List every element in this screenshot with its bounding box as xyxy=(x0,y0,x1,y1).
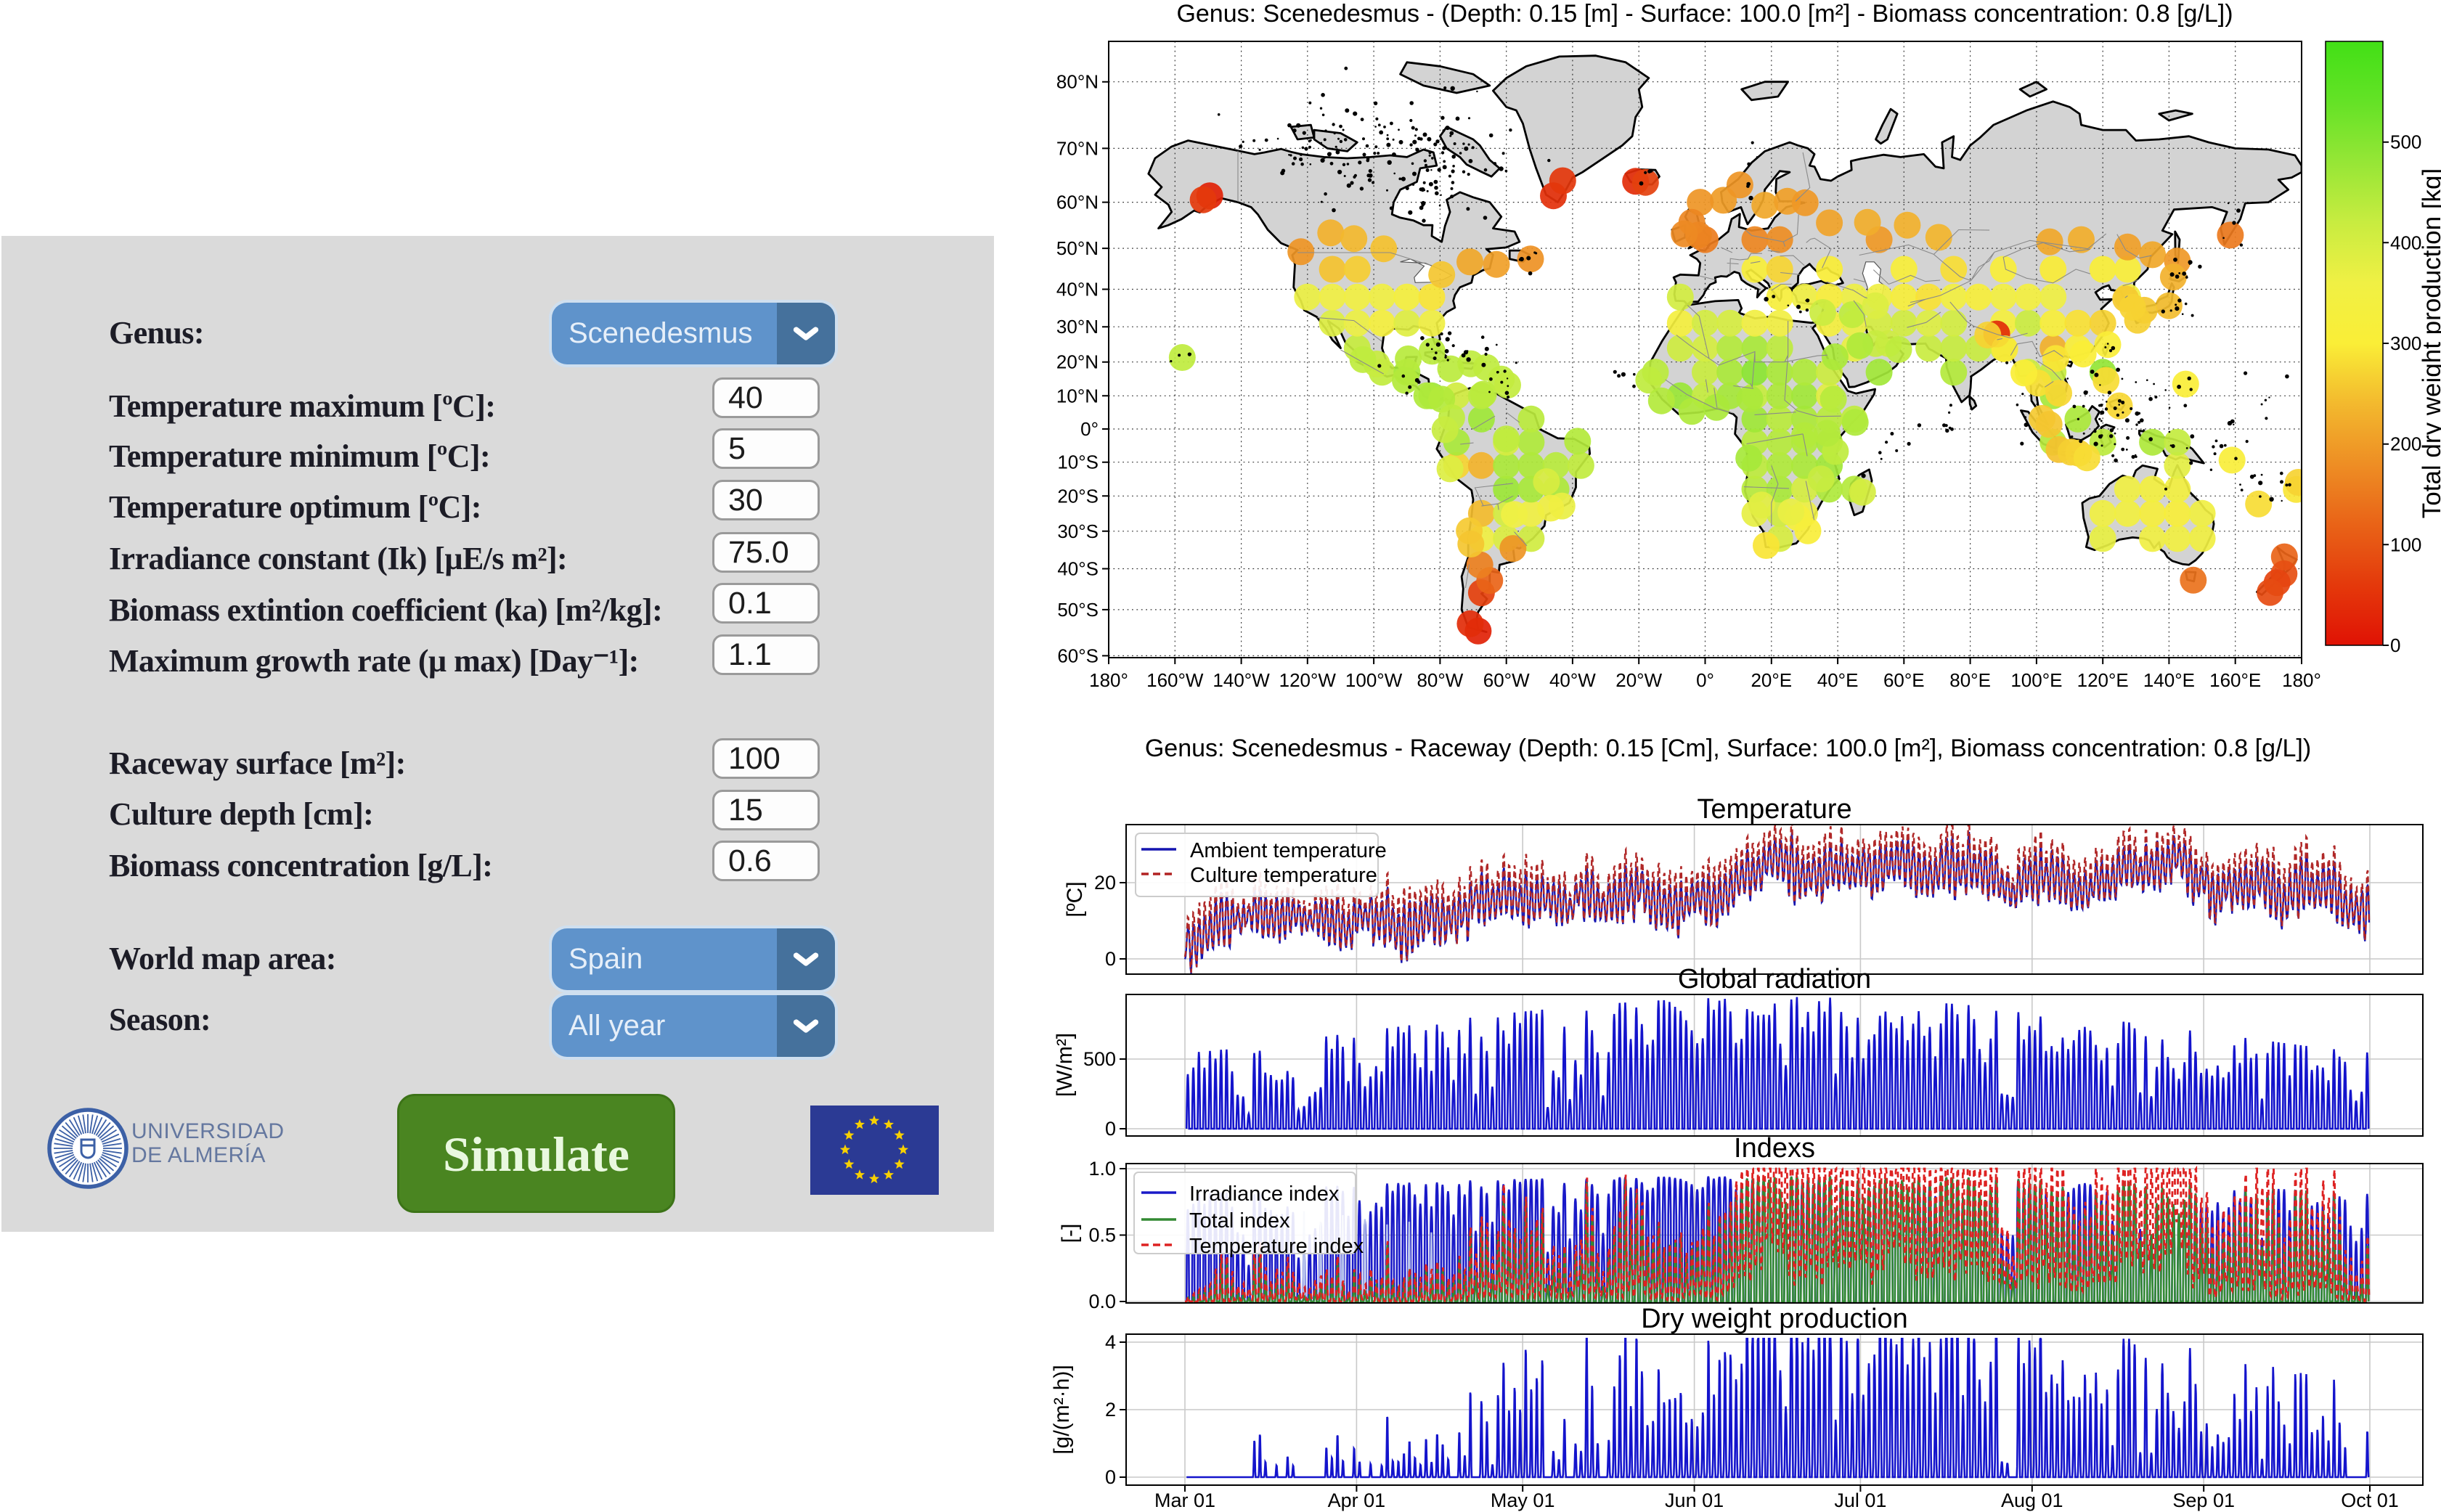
svg-text:10°S: 10°S xyxy=(1057,451,1099,473)
svg-text:[ºC]: [ºC] xyxy=(1063,881,1087,917)
svg-text:120°W: 120°W xyxy=(1279,669,1337,691)
svg-text:60°E: 60°E xyxy=(1883,669,1925,691)
svg-text:Genus: Scenedesmus - Raceway (: Genus: Scenedesmus - Raceway (Depth: 0.1… xyxy=(1145,735,2311,762)
svg-text:30°S: 30°S xyxy=(1057,520,1099,542)
svg-text:140°E: 140°E xyxy=(2143,669,2195,691)
svg-text:Irradiance index: Irradiance index xyxy=(1189,1182,1340,1206)
svg-text:60°N: 60°N xyxy=(1056,192,1099,213)
svg-text:0: 0 xyxy=(1105,948,1116,970)
svg-text:30°N: 30°N xyxy=(1056,316,1099,338)
svg-text:Temperature: Temperature xyxy=(1697,794,1851,825)
svg-text:160°W: 160°W xyxy=(1146,669,1204,691)
svg-text:300: 300 xyxy=(2390,332,2421,354)
svg-text:120°E: 120°E xyxy=(2077,669,2129,691)
svg-text:80°E: 80°E xyxy=(1949,669,1991,691)
svg-text:40°S: 40°S xyxy=(1057,558,1099,580)
svg-text:Jul 01: Jul 01 xyxy=(1834,1489,1886,1511)
svg-text:Aug 01: Aug 01 xyxy=(2001,1489,2063,1511)
svg-text:20: 20 xyxy=(1094,872,1116,894)
svg-text:100°W: 100°W xyxy=(1345,669,1403,691)
svg-text:500: 500 xyxy=(1083,1048,1116,1070)
svg-text:20°W: 20°W xyxy=(1615,669,1662,691)
svg-text:60°W: 60°W xyxy=(1483,669,1530,691)
svg-text:Total index: Total index xyxy=(1189,1209,1290,1233)
svg-text:0: 0 xyxy=(1105,1466,1116,1488)
svg-text:10°N: 10°N xyxy=(1056,385,1099,406)
svg-text:[g/(m²·h)]: [g/(m²·h)] xyxy=(1050,1365,1074,1454)
svg-text:2: 2 xyxy=(1105,1399,1116,1421)
svg-text:160°E: 160°E xyxy=(2209,669,2261,691)
svg-text:40°E: 40°E xyxy=(1817,669,1859,691)
svg-text:4: 4 xyxy=(1105,1331,1116,1353)
svg-text:[-]: [-] xyxy=(1058,1224,1082,1243)
svg-text:0°: 0° xyxy=(1696,669,1714,691)
svg-text:Ambient temperature: Ambient temperature xyxy=(1190,839,1387,862)
svg-text:100: 100 xyxy=(2390,534,2421,555)
svg-text:May 01: May 01 xyxy=(1491,1489,1555,1511)
svg-text:1.0: 1.0 xyxy=(1088,1158,1116,1180)
svg-text:400: 400 xyxy=(2390,232,2421,253)
svg-text:Total dry weight production [k: Total dry weight production [kg] xyxy=(2418,168,2441,518)
svg-text:20°N: 20°N xyxy=(1056,351,1099,373)
svg-text:Dry weight production: Dry weight production xyxy=(1641,1304,1908,1334)
svg-text:40°N: 40°N xyxy=(1056,279,1099,301)
svg-text:200: 200 xyxy=(2390,433,2421,455)
svg-text:Culture temperature: Culture temperature xyxy=(1190,864,1377,887)
svg-text:60°S: 60°S xyxy=(1057,645,1099,666)
svg-text:[W/m²]: [W/m²] xyxy=(1053,1033,1077,1097)
svg-text:Apr 01: Apr 01 xyxy=(1328,1489,1386,1511)
svg-text:Indexs: Indexs xyxy=(1734,1133,1815,1164)
svg-text:Genus: Scenedesmus - (Depth: 0: Genus: Scenedesmus - (Depth: 0.15 [m] - … xyxy=(1176,0,2233,28)
svg-text:500: 500 xyxy=(2390,131,2421,153)
svg-text:40°W: 40°W xyxy=(1549,669,1596,691)
svg-text:Sep 01: Sep 01 xyxy=(2172,1489,2235,1511)
svg-text:Jun 01: Jun 01 xyxy=(1665,1489,1724,1511)
svg-text:100°E: 100°E xyxy=(2010,669,2062,691)
svg-text:140°W: 140°W xyxy=(1213,669,1270,691)
svg-text:Temperature index: Temperature index xyxy=(1189,1235,1364,1258)
svg-text:20°S: 20°S xyxy=(1057,485,1099,507)
svg-text:0: 0 xyxy=(1105,1118,1116,1140)
svg-text:Global radiation: Global radiation xyxy=(1678,964,1871,994)
svg-text:20°E: 20°E xyxy=(1751,669,1792,691)
svg-text:0.0: 0.0 xyxy=(1088,1291,1116,1312)
svg-text:Mar 01: Mar 01 xyxy=(1154,1489,1215,1511)
svg-text:80°N: 80°N xyxy=(1056,71,1099,93)
svg-text:50°N: 50°N xyxy=(1056,237,1099,259)
svg-text:180°: 180° xyxy=(1089,669,1128,691)
svg-text:70°N: 70°N xyxy=(1056,137,1099,159)
svg-text:180°: 180° xyxy=(2282,669,2321,691)
svg-text:0.5: 0.5 xyxy=(1088,1225,1116,1246)
svg-text:80°W: 80°W xyxy=(1417,669,1463,691)
svg-text:0°: 0° xyxy=(1080,418,1099,440)
svg-text:50°S: 50°S xyxy=(1057,599,1099,621)
svg-text:Oct 01: Oct 01 xyxy=(2341,1489,2399,1511)
svg-text:0: 0 xyxy=(2390,634,2400,656)
